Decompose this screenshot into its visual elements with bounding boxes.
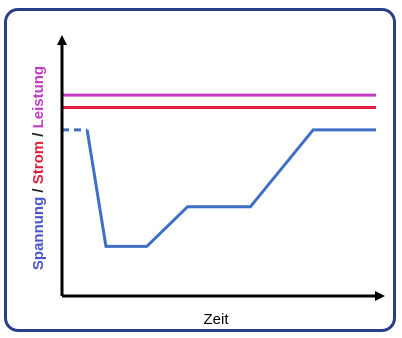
y-axis-label-part: / <box>30 184 47 197</box>
y-axis-label-part: / <box>30 128 47 141</box>
y-axis-label-part: Strom <box>30 141 47 184</box>
y-axis-label: Spannung / Strom / Leistung <box>30 66 47 270</box>
chart-frame <box>4 8 396 332</box>
y-axis-label-part: Spannung <box>30 197 47 270</box>
y-axis-label-part: Leistung <box>30 66 47 129</box>
series-layer <box>62 93 376 248</box>
series-line <box>85 128 376 248</box>
x-axis-label: Zeit <box>203 311 229 328</box>
